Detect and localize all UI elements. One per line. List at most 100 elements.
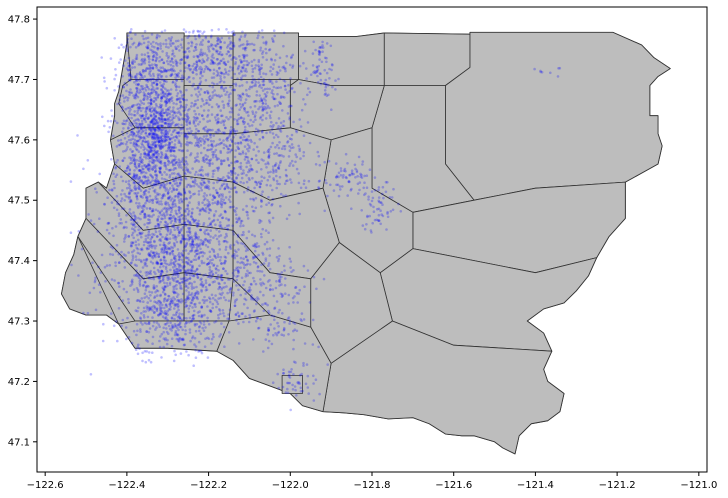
- data-point: [175, 188, 179, 191]
- data-point: [141, 60, 145, 64]
- data-point: [143, 53, 147, 56]
- data-point: [184, 159, 187, 163]
- data-point: [261, 108, 265, 111]
- data-point: [141, 231, 144, 235]
- data-point: [246, 217, 250, 220]
- data-point: [151, 140, 154, 144]
- data-point: [162, 288, 166, 292]
- data-point: [256, 36, 259, 40]
- data-point: [165, 54, 168, 57]
- data-point: [204, 279, 208, 282]
- data-point: [159, 69, 162, 73]
- data-point: [147, 151, 150, 155]
- data-point: [194, 345, 198, 348]
- data-point: [158, 120, 162, 123]
- data-point: [142, 284, 145, 288]
- data-point: [170, 133, 173, 136]
- data-point: [138, 124, 142, 127]
- data-point: [128, 78, 132, 82]
- data-point: [212, 335, 215, 339]
- data-point: [174, 47, 178, 51]
- data-point: [187, 34, 191, 38]
- data-point: [143, 152, 146, 156]
- data-point: [193, 303, 196, 306]
- data-point: [206, 172, 210, 176]
- data-point: [120, 197, 124, 200]
- data-point: [168, 168, 172, 172]
- data-point: [110, 312, 113, 315]
- data-point: [210, 225, 213, 229]
- data-point: [183, 61, 186, 65]
- data-point: [146, 182, 150, 185]
- data-point: [228, 195, 232, 198]
- data-point: [265, 58, 269, 62]
- data-point: [148, 156, 152, 160]
- data-point: [163, 137, 167, 141]
- data-point: [168, 145, 172, 149]
- data-point: [165, 101, 168, 104]
- data-point: [144, 140, 147, 143]
- data-point: [231, 271, 235, 275]
- data-point: [177, 126, 180, 129]
- data-point: [296, 301, 300, 304]
- data-point: [125, 290, 128, 294]
- data-point: [167, 37, 171, 40]
- data-point: [163, 161, 167, 165]
- data-point: [261, 83, 265, 87]
- data-point: [160, 202, 163, 206]
- data-point: [200, 53, 204, 57]
- data-point: [221, 114, 224, 117]
- data-point: [131, 258, 134, 262]
- data-point: [125, 166, 129, 170]
- data-point: [143, 213, 147, 216]
- data-point: [158, 238, 161, 242]
- data-point: [196, 292, 200, 296]
- data-point: [155, 174, 159, 178]
- data-point: [231, 294, 235, 297]
- data-point: [211, 202, 214, 205]
- data-point: [357, 192, 360, 195]
- data-point: [174, 161, 178, 165]
- data-point: [254, 133, 258, 137]
- data-point: [195, 296, 198, 300]
- data-point: [187, 132, 191, 135]
- data-point: [161, 279, 165, 282]
- data-point: [184, 249, 188, 252]
- data-point: [216, 191, 219, 195]
- data-point: [198, 329, 201, 333]
- data-point: [141, 106, 145, 110]
- data-point: [268, 130, 272, 134]
- data-point: [182, 118, 185, 121]
- data-point: [159, 166, 163, 169]
- data-point: [168, 124, 172, 128]
- data-point: [188, 196, 192, 200]
- data-point: [144, 262, 148, 265]
- data-point: [169, 88, 173, 91]
- data-point: [261, 118, 264, 122]
- data-point: [209, 62, 213, 65]
- data-point: [236, 233, 240, 237]
- data-point: [182, 187, 186, 191]
- data-point: [384, 190, 388, 194]
- data-point: [152, 320, 156, 324]
- data-point: [222, 61, 226, 65]
- data-point: [392, 187, 395, 191]
- data-point: [158, 223, 161, 226]
- data-point: [178, 336, 182, 340]
- data-point: [184, 273, 188, 277]
- data-point: [177, 45, 180, 48]
- data-point: [174, 76, 177, 79]
- data-point: [151, 168, 154, 172]
- data-point: [161, 108, 165, 111]
- data-point: [186, 203, 190, 207]
- data-point: [180, 46, 184, 49]
- data-point: [295, 329, 299, 333]
- data-point: [138, 122, 141, 126]
- data-point: [133, 60, 136, 63]
- data-point: [165, 327, 168, 330]
- data-point: [156, 96, 160, 99]
- data-point: [161, 154, 164, 157]
- data-point: [133, 114, 137, 117]
- data-point: [105, 228, 109, 232]
- data-point: [158, 265, 162, 269]
